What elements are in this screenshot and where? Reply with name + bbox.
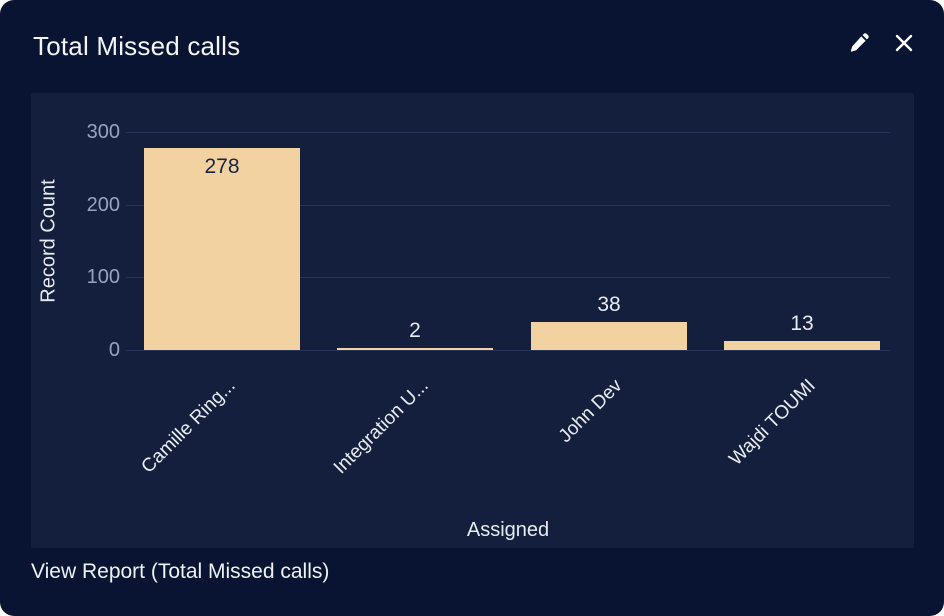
view-report-link[interactable]: View Report (Total Missed calls) [31, 560, 330, 583]
edit-button[interactable] [840, 26, 878, 60]
bar[interactable] [144, 148, 300, 350]
close-button[interactable] [885, 26, 923, 60]
widget-title: Total Missed calls [33, 31, 241, 61]
pencil-icon [847, 31, 871, 55]
bar[interactable] [724, 341, 880, 350]
x-axis-title: Assigned [466, 519, 550, 541]
bar[interactable] [337, 348, 493, 350]
close-icon [892, 31, 916, 55]
y-axis-title: Record Count [37, 179, 60, 303]
bar[interactable] [531, 322, 687, 350]
